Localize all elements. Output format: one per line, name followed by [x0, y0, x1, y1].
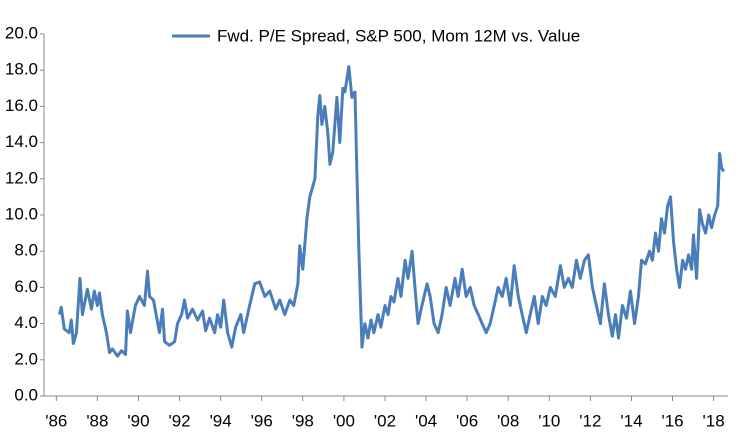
x-tick-label: '08	[497, 411, 519, 430]
x-tick-label: '90	[127, 411, 149, 430]
y-tick-label: 8.0	[14, 241, 38, 260]
y-tick-label: 0.0	[14, 385, 38, 404]
y-tick-label: 10.0	[5, 204, 38, 223]
legend-label: Fwd. P/E Spread, S&P 500, Mom 12M vs. Va…	[217, 26, 580, 45]
series-line	[57, 65, 725, 358]
x-tick-label: '98	[292, 411, 314, 430]
x-tick-label: '16	[661, 411, 683, 430]
x-tick-label: '02	[374, 411, 396, 430]
x-tick-label: '94	[210, 411, 232, 430]
y-tick-label: 4.0	[14, 313, 38, 332]
x-tick-label: '86	[45, 411, 67, 430]
y-tick-label: 20.0	[5, 23, 38, 42]
x-tick-label: '88	[86, 411, 108, 430]
x-tick-label: '06	[456, 411, 478, 430]
y-tick-label: 2.0	[14, 349, 38, 368]
y-tick-label: 12.0	[5, 168, 38, 187]
x-tick-label: '12	[579, 411, 601, 430]
x-tick-label: '00	[333, 411, 355, 430]
x-tick-label: '18	[703, 411, 725, 430]
y-tick-label: 18.0	[5, 60, 38, 79]
y-tick-label: 16.0	[5, 96, 38, 115]
x-tick-label: '04	[415, 411, 437, 430]
x-tick-label: '96	[251, 411, 273, 430]
x-tick-label: '10	[538, 411, 560, 430]
x-tick-label: '92	[168, 411, 190, 430]
x-tick-label: '14	[620, 411, 642, 430]
y-tick-label: 6.0	[14, 277, 38, 296]
y-tick-label: 14.0	[5, 132, 38, 151]
